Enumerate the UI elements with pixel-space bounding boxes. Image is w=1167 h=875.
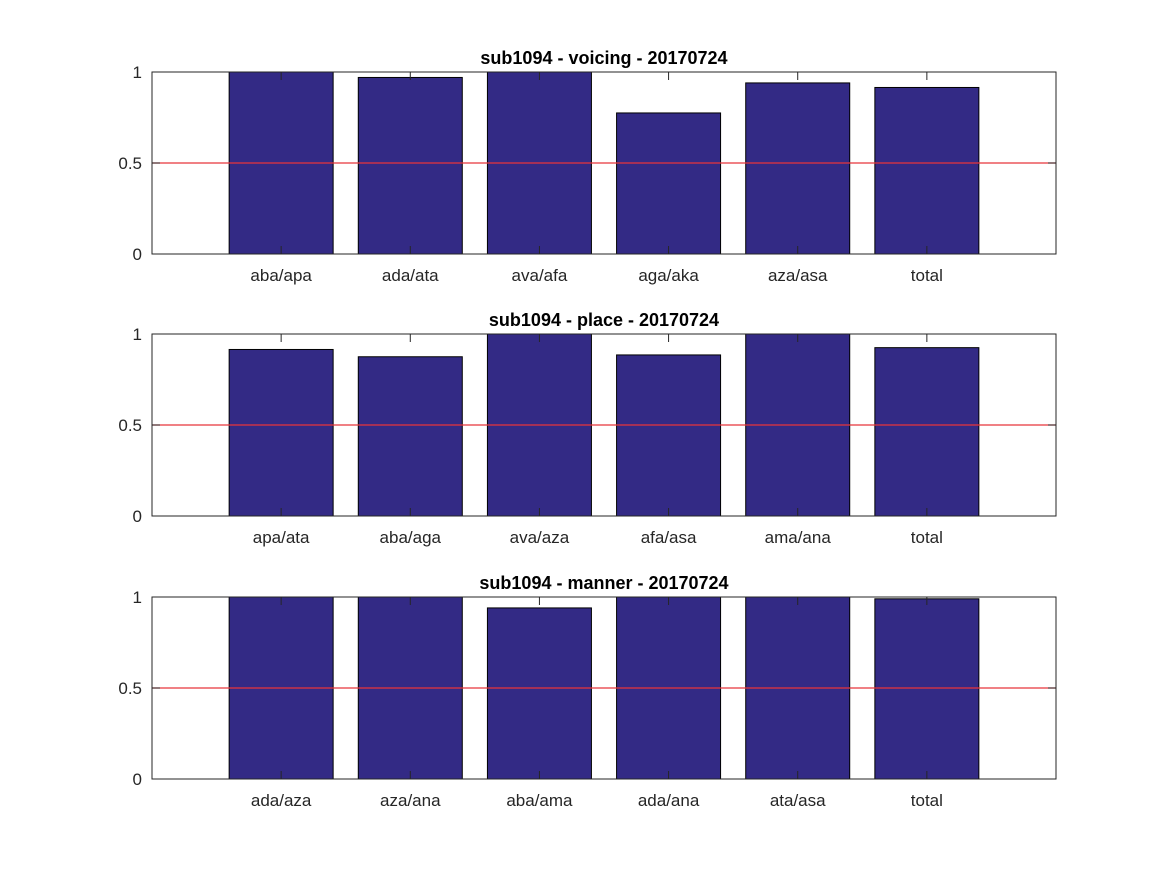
x-tick-label: aza/ana [380,791,441,810]
chart-title: sub1094 - voicing - 20170724 [480,48,727,68]
y-tick-label: 0 [133,770,142,789]
bar-total [874,347,980,517]
x-tick-label: afa/asa [641,528,697,547]
y-tick-label: 0 [133,245,142,264]
x-tick-label: aba/apa [250,266,312,285]
x-tick-label: aga/aka [638,266,699,285]
y-tick-label: 0 [133,507,142,526]
x-tick-label: aba/aga [380,528,442,547]
x-tick-label: ava/aza [510,528,570,547]
x-tick-label: aza/asa [768,266,828,285]
y-tick-label: 0.5 [118,416,142,435]
x-tick-label: total [911,791,943,810]
x-tick-label: apa/ata [253,528,310,547]
chart-panel-1: sub1094 - voicing - 20170724 0 0.5 1 aba/apa… [118,48,1057,285]
bar-aza-asa [745,82,851,255]
bar-afa-asa [616,354,722,517]
bar-aba-aga [357,356,463,517]
y-tick-label: 0.5 [118,154,142,173]
x-tick-label: total [911,528,943,547]
y-tick-label: 1 [133,63,142,82]
x-tick-label: ada/aza [251,791,312,810]
y-tick-label: 0.5 [118,679,142,698]
chart-panel-3: sub1094 - manner - 20170724 0 0.5 1 ada/aza a… [118,573,1057,810]
y-tick-label: 1 [133,325,142,344]
x-tick-label: ata/asa [770,791,826,810]
x-tick-label: ada/ata [382,266,439,285]
chart-title: sub1094 - manner - 20170724 [479,573,728,593]
x-tick-label: ada/ana [638,791,700,810]
bar-apa-ata [228,348,334,517]
x-tick-label: aba/ama [506,791,573,810]
bar-ada-ata [357,76,463,255]
bar-aga-aka [616,112,722,255]
bar-total [874,86,980,255]
bar-aba-ama [486,607,592,780]
y-tick-label: 1 [133,588,142,607]
chart-title: sub1094 - place - 20170724 [489,310,719,330]
x-tick-label: ava/afa [512,266,568,285]
chart-panel-2: sub1094 - place - 20170724 0 0.5 1 apa/ata ab… [118,310,1057,547]
bar-total [874,598,980,780]
x-tick-label: ama/ana [765,528,832,547]
x-tick-label: total [911,266,943,285]
